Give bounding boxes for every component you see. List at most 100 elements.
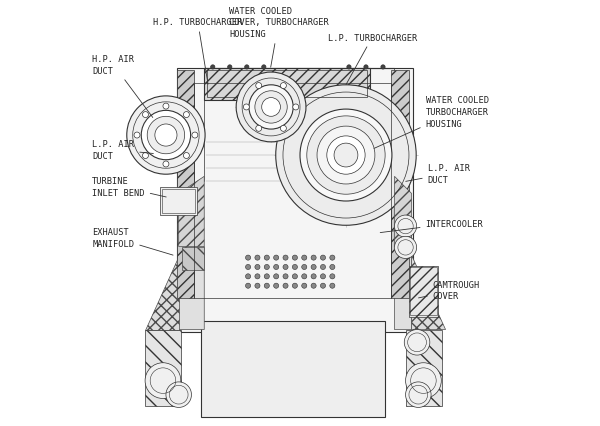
Polygon shape: [182, 247, 204, 271]
Bar: [409, 266, 439, 317]
Polygon shape: [394, 219, 412, 330]
Circle shape: [330, 256, 335, 261]
Circle shape: [245, 265, 251, 270]
Polygon shape: [179, 219, 204, 330]
Text: L.P. AIR
DUCT: L.P. AIR DUCT: [92, 140, 154, 161]
Circle shape: [327, 137, 365, 175]
Circle shape: [283, 256, 288, 261]
Circle shape: [256, 83, 262, 89]
Circle shape: [236, 73, 306, 143]
Bar: [391, 71, 409, 298]
Text: L.P. AIR
DUCT: L.P. AIR DUCT: [406, 164, 470, 184]
Circle shape: [394, 216, 416, 238]
Circle shape: [141, 111, 191, 160]
Circle shape: [320, 283, 326, 288]
Circle shape: [155, 125, 177, 147]
Circle shape: [184, 112, 190, 118]
Circle shape: [255, 92, 287, 124]
Text: H.P. AIR
DUCT: H.P. AIR DUCT: [92, 55, 153, 118]
Circle shape: [283, 274, 288, 279]
Circle shape: [255, 256, 260, 261]
Text: WATER COOLED
TURBOCHARGER
HOUSING: WATER COOLED TURBOCHARGER HOUSING: [374, 96, 488, 149]
Circle shape: [245, 283, 251, 288]
Circle shape: [302, 283, 307, 288]
Bar: [204, 69, 370, 101]
Bar: [406, 330, 442, 406]
Circle shape: [311, 283, 316, 288]
Circle shape: [163, 161, 169, 167]
Bar: [194, 83, 391, 298]
Circle shape: [347, 66, 351, 70]
Circle shape: [255, 274, 260, 279]
Circle shape: [302, 265, 307, 270]
Circle shape: [227, 66, 232, 70]
Text: L.P. TURBOCHARGER: L.P. TURBOCHARGER: [328, 34, 417, 85]
Circle shape: [283, 283, 288, 288]
Circle shape: [255, 265, 260, 270]
Bar: [160, 187, 197, 215]
Circle shape: [394, 237, 416, 259]
Circle shape: [256, 126, 262, 132]
Circle shape: [147, 117, 185, 154]
Text: H.P. TURBOCHARGER: H.P. TURBOCHARGER: [153, 18, 242, 85]
Polygon shape: [412, 256, 446, 330]
Circle shape: [292, 274, 298, 279]
Circle shape: [245, 66, 249, 70]
Circle shape: [262, 66, 266, 70]
Circle shape: [330, 283, 335, 288]
Circle shape: [192, 133, 198, 139]
Circle shape: [166, 382, 191, 408]
Circle shape: [280, 126, 286, 132]
Polygon shape: [145, 256, 179, 330]
Circle shape: [274, 274, 279, 279]
Circle shape: [274, 283, 279, 288]
Circle shape: [317, 127, 375, 184]
Circle shape: [145, 363, 181, 399]
Circle shape: [406, 363, 442, 399]
Circle shape: [300, 110, 392, 201]
Circle shape: [249, 86, 293, 130]
Bar: [161, 190, 195, 213]
Circle shape: [302, 256, 307, 261]
Circle shape: [274, 265, 279, 270]
Circle shape: [404, 330, 430, 355]
Text: WATER COOLED
COVER, TURBOCHARGER
HOUSING: WATER COOLED COVER, TURBOCHARGER HOUSING: [229, 6, 329, 68]
Circle shape: [406, 382, 431, 408]
Circle shape: [142, 112, 148, 118]
Circle shape: [307, 117, 385, 195]
Circle shape: [264, 265, 269, 270]
Circle shape: [184, 153, 190, 159]
Circle shape: [292, 283, 298, 288]
Circle shape: [330, 274, 335, 279]
Circle shape: [163, 104, 169, 110]
Circle shape: [302, 274, 307, 279]
Text: TURBINE
INLET BEND: TURBINE INLET BEND: [92, 176, 166, 198]
Polygon shape: [179, 177, 204, 247]
Circle shape: [255, 283, 260, 288]
Circle shape: [320, 274, 326, 279]
Text: EXHAUST
MANIFOLD: EXHAUST MANIFOLD: [92, 227, 173, 256]
Circle shape: [292, 265, 298, 270]
Circle shape: [264, 283, 269, 288]
Bar: [176, 71, 194, 298]
Circle shape: [274, 256, 279, 261]
Circle shape: [280, 83, 286, 89]
Bar: [176, 69, 413, 332]
Circle shape: [320, 265, 326, 270]
Bar: [201, 321, 385, 417]
Circle shape: [211, 66, 215, 70]
Circle shape: [276, 86, 416, 226]
Circle shape: [283, 265, 288, 270]
Circle shape: [293, 105, 299, 111]
Circle shape: [127, 97, 205, 175]
Circle shape: [244, 105, 250, 111]
Circle shape: [245, 274, 251, 279]
Circle shape: [245, 256, 251, 261]
Circle shape: [134, 133, 140, 139]
Circle shape: [142, 153, 148, 159]
Circle shape: [311, 256, 316, 261]
Bar: [207, 71, 367, 98]
Circle shape: [334, 144, 358, 167]
Circle shape: [292, 256, 298, 261]
Bar: [145, 330, 181, 406]
